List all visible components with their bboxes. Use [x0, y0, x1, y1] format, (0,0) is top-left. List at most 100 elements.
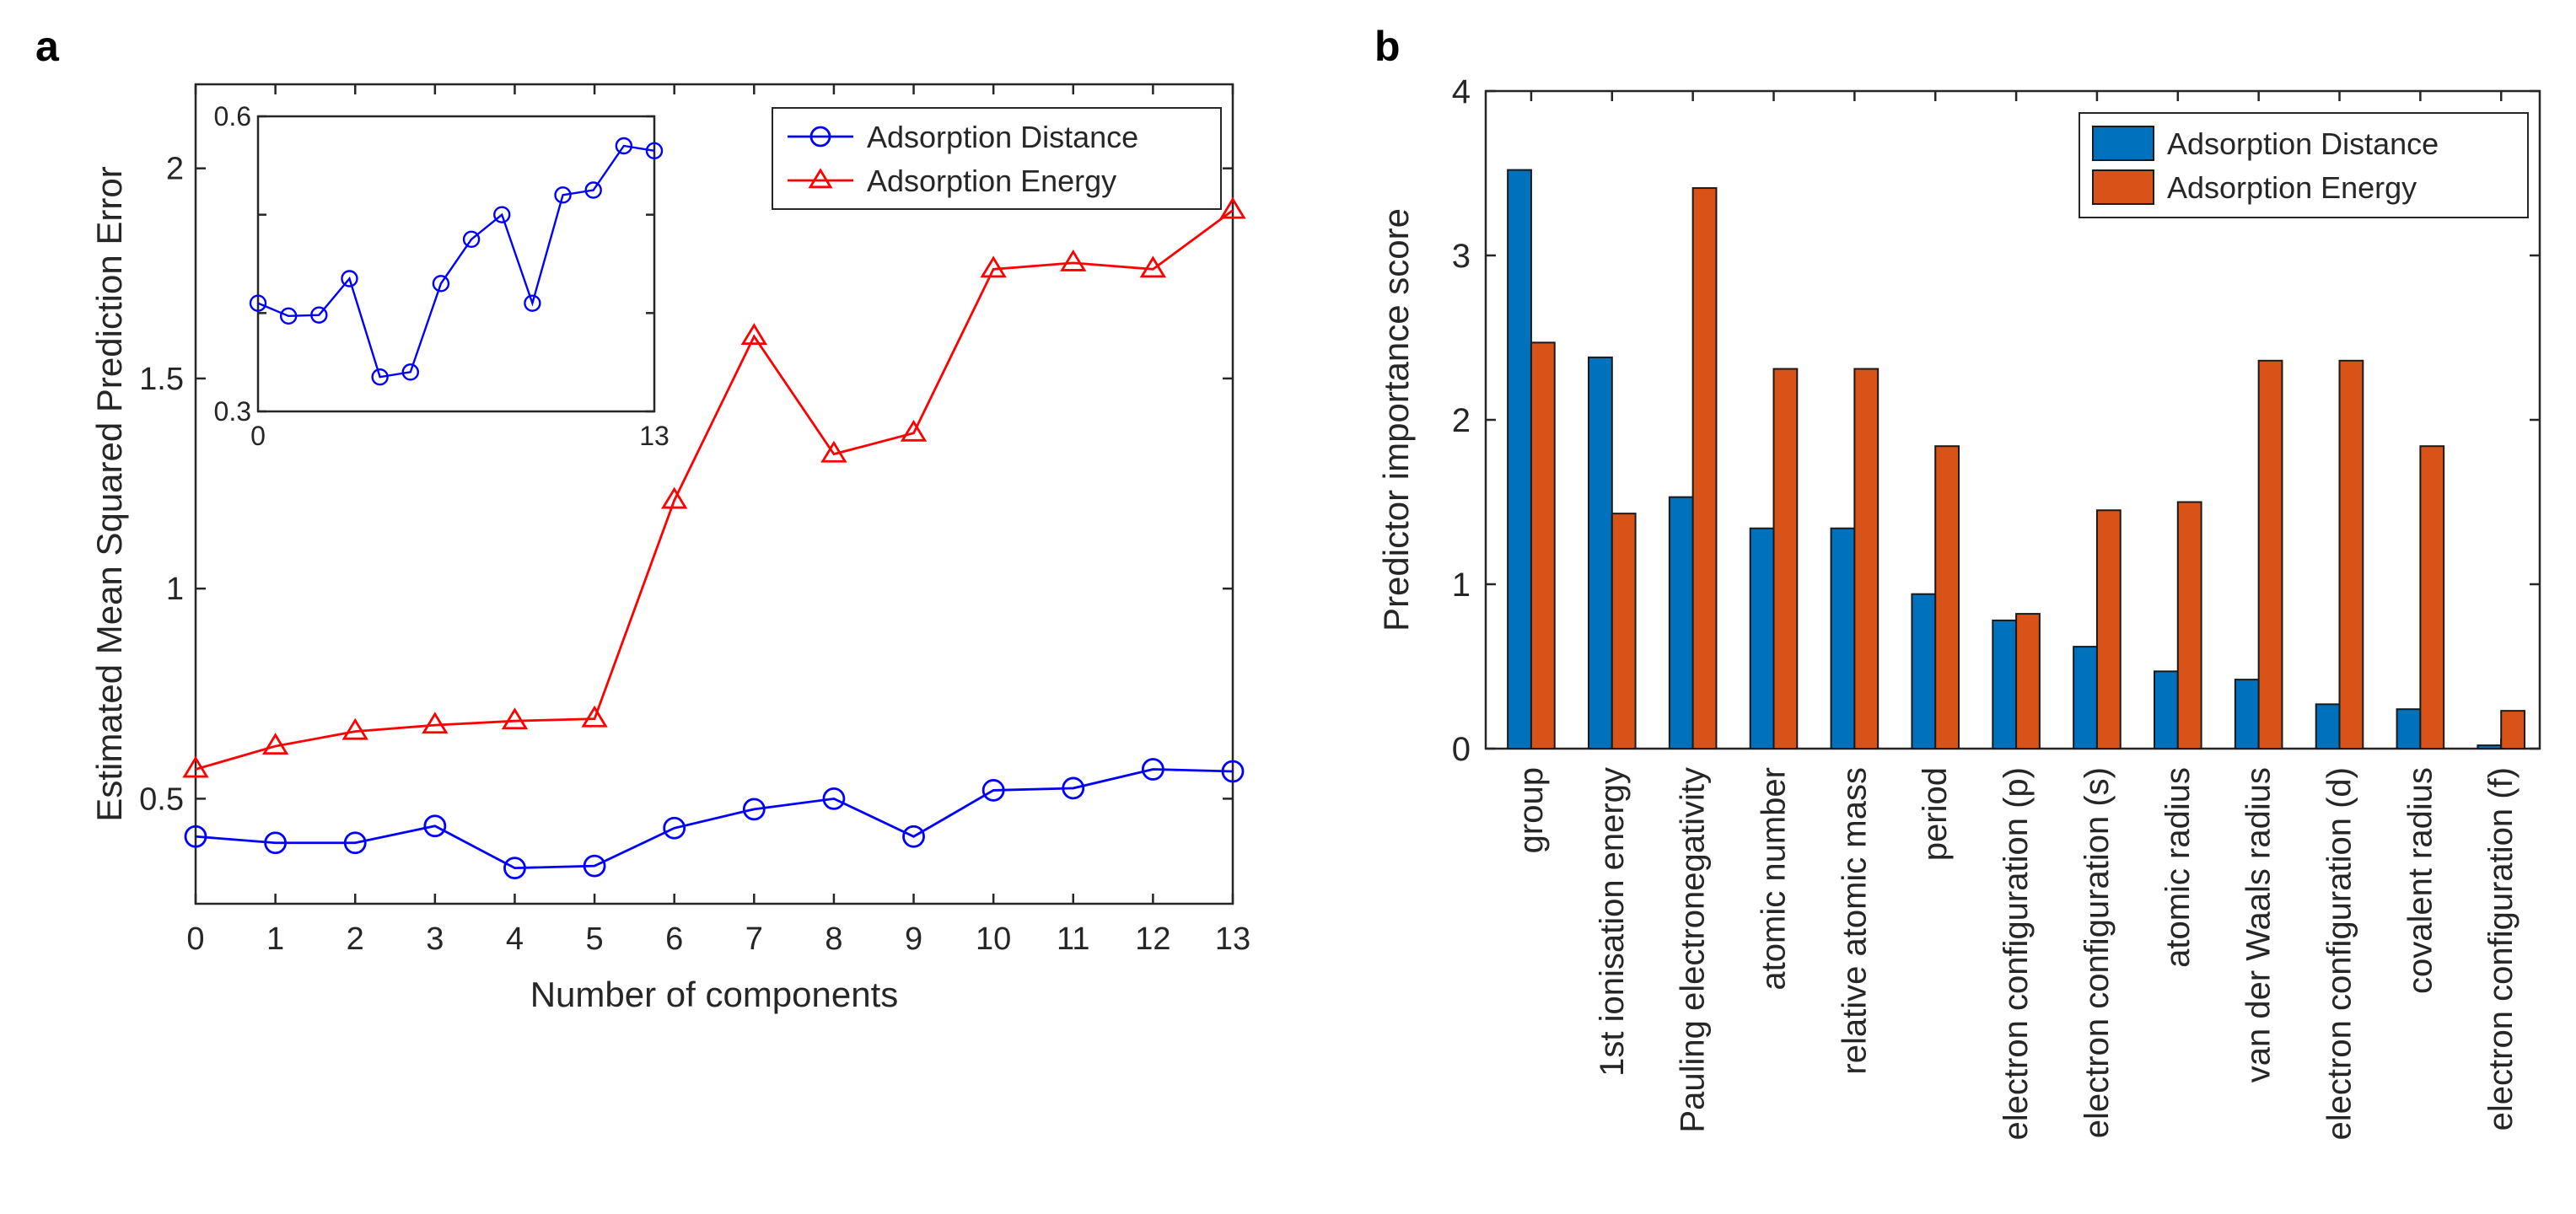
data-point-circle	[341, 270, 358, 287]
bar-energy	[1530, 341, 1556, 749]
x-tick-label-b: van der Waals radius	[2240, 767, 2278, 1082]
data-point-circle	[1141, 758, 1164, 781]
bar-energy	[2500, 710, 2526, 750]
bar-energy	[2015, 613, 2041, 749]
x-tick-label-b: group	[1513, 767, 1550, 853]
legend-a: Adsorption Distance Adsorption Energy	[772, 107, 1222, 210]
bar-distance	[1668, 496, 1694, 750]
bar-energy	[1934, 445, 1960, 749]
x-tick-label-a: 3	[426, 921, 444, 957]
series-line	[195, 209, 1234, 771]
legend-marker-triangle	[808, 168, 833, 189]
x-tick-label-b: electron configuration (p)	[1998, 767, 2035, 1140]
x-tick-label-b: Pauling electronegativity	[1675, 767, 1712, 1133]
panel-b-label: b	[1374, 23, 1401, 70]
legend-b: Adsorption Distance Adsorption Energy	[2079, 112, 2529, 218]
x-tick-label-b: electron configuration (d)	[2321, 767, 2358, 1140]
y-tick-label-a: 2	[166, 152, 184, 187]
x-tick-label-b: 1st ionisation energy	[1594, 767, 1631, 1077]
x-tick-label-b: covalent radius	[2401, 767, 2439, 994]
data-point-triangle	[980, 255, 1007, 278]
data-point-circle	[371, 368, 389, 386]
y-tick-label-a: 0.5	[139, 782, 184, 817]
bar-distance	[2315, 703, 2341, 749]
y-tick-label-b: 4	[1452, 73, 1471, 110]
bar-energy	[2338, 359, 2364, 749]
chart-b: 0 1 2 3 4 Predictor importance score group 1st …	[1376, 73, 2541, 1140]
x-tick-label-b: relative atomic mass	[1836, 767, 1873, 1075]
data-point-circle	[432, 275, 450, 293]
bar-distance	[1911, 593, 1937, 750]
inset-y-tick-label: 0.6	[214, 101, 251, 132]
data-point-triangle	[581, 705, 608, 728]
data-point-triangle	[1139, 255, 1167, 278]
data-point-circle	[902, 825, 925, 848]
x-tick-label-a: 8	[825, 921, 842, 957]
data-point-circle	[184, 825, 207, 848]
data-point-triangle	[261, 733, 289, 755]
y-tick-label-b: 1	[1452, 567, 1471, 604]
bar-energy	[2176, 501, 2202, 749]
y-tick-label-b: 0	[1452, 731, 1471, 768]
x-tick-label-b: electron configuration (f)	[2482, 767, 2520, 1131]
data-point-circle	[663, 816, 686, 840]
data-point-circle	[981, 779, 1005, 802]
x-tick-label-a: 1	[266, 921, 284, 957]
data-point-circle	[401, 363, 419, 381]
data-point-triangle	[341, 717, 368, 740]
legend-label: Adsorption Energy	[867, 164, 1116, 198]
legend-swatch	[2092, 126, 2154, 161]
x-tick-label-b: period	[1917, 767, 1954, 861]
x-tick-label-a: 11	[1057, 921, 1089, 957]
bar-distance	[2234, 679, 2260, 749]
data-point-triangle	[422, 712, 449, 734]
bar-distance	[2073, 646, 2098, 749]
bar-energy	[1853, 368, 1880, 749]
bar-distance	[2154, 670, 2179, 749]
bar-energy	[1691, 187, 1718, 750]
bar-energy	[1772, 368, 1799, 749]
y-tick-label-b: 3	[1452, 238, 1471, 275]
bar-energy	[1611, 513, 1637, 750]
data-point-circle	[264, 831, 288, 855]
data-point-triangle	[661, 486, 688, 509]
data-point-circle	[583, 854, 606, 878]
inset-plot-area	[256, 115, 656, 413]
x-tick-label-a: 9	[905, 921, 922, 957]
data-point-circle	[493, 206, 511, 223]
panel-a-label: a	[35, 23, 60, 70]
legend-label: Adsorption Distance	[867, 120, 1138, 154]
data-point-circle	[343, 831, 367, 855]
data-point-circle	[503, 857, 526, 880]
data-point-circle	[554, 186, 572, 204]
data-point-circle	[1221, 760, 1245, 783]
data-point-triangle	[900, 419, 928, 442]
x-tick-label-a: 4	[506, 921, 524, 957]
x-tick-label-a: 10	[976, 921, 1011, 957]
bar-distance	[1830, 527, 1856, 749]
data-point-circle	[742, 798, 766, 821]
x-tick-label-b: electron configuration (s)	[2079, 767, 2116, 1138]
data-point-circle	[462, 230, 481, 249]
bar-distance	[2396, 708, 2422, 750]
bar-energy	[2257, 359, 2283, 749]
x-tick-label-b: atomic number	[1756, 767, 1793, 991]
series-line	[195, 768, 1234, 870]
data-point-circle	[423, 814, 447, 838]
bar-distance	[1992, 619, 2018, 750]
bar-distance	[2477, 744, 2503, 749]
x-tick-label-a: 13	[1215, 921, 1250, 957]
legend-swatch	[2092, 169, 2154, 205]
x-tick-label-b: atomic radius	[2159, 767, 2197, 968]
bar-distance	[1587, 356, 1613, 749]
inset-x-tick-label: 0	[250, 421, 266, 451]
data-point-triangle	[1219, 196, 1246, 219]
y-tick-label-a: 1.5	[139, 362, 184, 397]
inset-x-tick-label: 13	[639, 421, 670, 451]
x-tick-label-a: 5	[586, 921, 604, 957]
y-axis-label-a: Estimated Mean Squared Prediction Error	[89, 166, 129, 821]
legend-marker-circle	[809, 126, 831, 148]
data-point-circle	[645, 142, 664, 160]
data-point-triangle	[740, 323, 767, 346]
